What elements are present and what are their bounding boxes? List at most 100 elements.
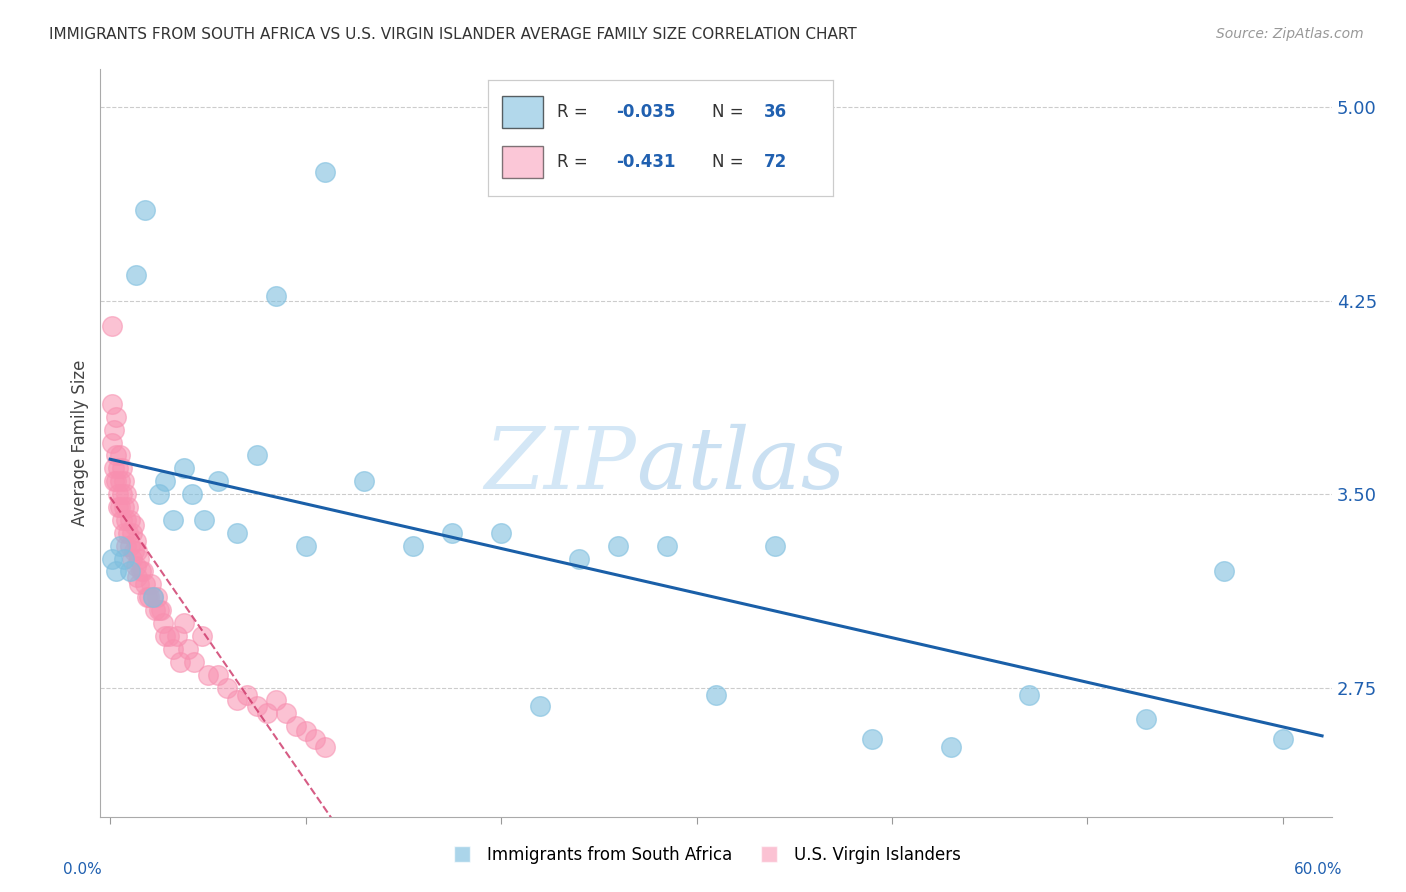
Point: [149, 603, 172, 617]
Point: [138, 591, 160, 605]
Point: [183, 655, 205, 669]
Point: [131, 565, 153, 579]
Point: [124, 559, 146, 574]
Point: [112, 525, 135, 540]
Text: Source: ZipAtlas.com: Source: ZipAtlas.com: [1216, 27, 1364, 41]
Point: [489, 525, 512, 540]
Point: [108, 474, 131, 488]
Point: [121, 525, 143, 540]
Point: [284, 719, 307, 733]
Point: [127, 544, 149, 558]
Point: [108, 539, 131, 553]
Point: [246, 449, 269, 463]
Point: [112, 551, 135, 566]
Point: [704, 688, 727, 702]
Point: [104, 474, 127, 488]
Point: [314, 164, 336, 178]
Point: [127, 569, 149, 583]
Point: [114, 539, 136, 553]
Point: [939, 739, 962, 754]
Point: [111, 487, 134, 501]
Point: [294, 724, 316, 739]
Point: [236, 688, 259, 702]
Point: [122, 544, 145, 558]
Text: 0.0%: 0.0%: [63, 863, 103, 877]
Point: [132, 565, 155, 579]
Point: [103, 423, 125, 437]
Point: [264, 693, 287, 707]
Point: [142, 591, 165, 605]
Point: [1271, 732, 1294, 747]
Point: [128, 577, 150, 591]
Point: [177, 641, 200, 656]
Point: [121, 551, 143, 566]
Point: [108, 449, 131, 463]
Point: [193, 513, 215, 527]
Y-axis label: Average Family Size: Average Family Size: [72, 359, 89, 525]
Point: [103, 461, 125, 475]
Point: [124, 268, 146, 282]
Text: IMMIGRANTS FROM SOUTH AFRICA VS U.S. VIRGIN ISLANDER AVERAGE FAMILY SIZE CORRELA: IMMIGRANTS FROM SOUTH AFRICA VS U.S. VIR…: [49, 27, 858, 42]
Point: [148, 487, 170, 501]
Point: [136, 591, 159, 605]
Point: [217, 681, 239, 695]
Point: [112, 474, 135, 488]
Point: [162, 641, 184, 656]
Point: [441, 525, 464, 540]
Point: [197, 667, 219, 681]
Point: [107, 487, 129, 501]
Point: [104, 409, 127, 424]
Point: [107, 461, 129, 475]
Point: [402, 539, 425, 553]
Legend: Immigrants from South Africa, U.S. Virgin Islanders: Immigrants from South Africa, U.S. Virgi…: [439, 839, 967, 871]
Point: [166, 629, 188, 643]
Point: [118, 565, 141, 579]
Point: [114, 487, 136, 501]
Point: [568, 551, 591, 566]
Point: [103, 474, 125, 488]
Point: [128, 551, 150, 566]
Point: [173, 616, 195, 631]
Point: [191, 629, 214, 643]
Point: [122, 518, 145, 533]
Point: [124, 533, 146, 548]
Point: [111, 461, 134, 475]
Point: [152, 616, 174, 631]
Point: [657, 539, 679, 553]
Point: [763, 539, 786, 553]
Point: [607, 539, 630, 553]
Point: [101, 551, 124, 566]
Point: [1135, 712, 1157, 726]
Point: [134, 577, 156, 591]
Point: [101, 397, 124, 411]
Point: [112, 500, 135, 514]
Point: [274, 706, 297, 721]
Point: [101, 435, 124, 450]
Point: [148, 603, 170, 617]
Point: [207, 474, 229, 488]
Point: [207, 667, 229, 681]
Point: [141, 577, 163, 591]
Point: [118, 513, 141, 527]
Point: [143, 603, 166, 617]
Point: [226, 525, 249, 540]
Point: [862, 732, 884, 747]
Point: [114, 513, 136, 527]
Point: [314, 739, 336, 754]
Point: [226, 693, 249, 707]
Text: 60.0%: 60.0%: [1295, 863, 1343, 877]
Point: [117, 500, 139, 514]
Point: [104, 565, 127, 579]
Point: [529, 698, 551, 713]
Point: [169, 655, 191, 669]
Point: [246, 698, 269, 713]
Point: [101, 319, 124, 334]
Point: [162, 513, 184, 527]
Point: [108, 500, 131, 514]
Point: [256, 706, 278, 721]
Point: [304, 732, 326, 747]
Point: [117, 525, 139, 540]
Point: [134, 203, 156, 218]
Point: [146, 591, 169, 605]
Text: atlas: atlas: [636, 424, 845, 507]
